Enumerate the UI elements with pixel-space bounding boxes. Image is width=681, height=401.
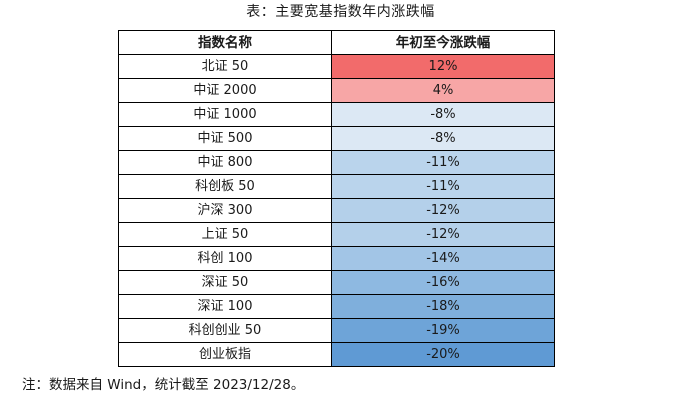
ytd-change-cell: -19% [331,318,555,343]
ytd-change-cell: 12% [331,54,555,79]
table-row: 沪深 300 -12% [118,198,555,223]
index-name-cell: 中证 2000 [118,78,332,103]
footnote: 注：数据来自 Wind，统计截至 2023/12/28。 [22,377,305,393]
index-name-cell: 中证 1000 [118,102,332,127]
header-index-name: 指数名称 [118,30,332,55]
ytd-change-cell: -14% [331,246,555,271]
ytd-change-cell: -8% [331,126,555,151]
index-name-cell: 中证 800 [118,150,332,175]
table-row: 深证 100 -18% [118,294,555,319]
table-row: 深证 50 -16% [118,270,555,295]
header-row: 指数名称 年初至今涨跌幅 [118,30,555,55]
ytd-change-cell: -11% [331,174,555,199]
table-row: 北证 50 12% [118,54,555,79]
table-row: 科创板 50 -11% [118,174,555,199]
index-name-cell: 科创 100 [118,246,332,271]
table-row: 中证 500 -8% [118,126,555,151]
table-row: 创业板指 -20% [118,342,555,367]
index-name-cell: 北证 50 [118,54,332,79]
index-name-cell: 中证 500 [118,126,332,151]
header-ytd-change: 年初至今涨跌幅 [331,30,555,55]
index-name-cell: 创业板指 [118,342,332,367]
ytd-change-cell: -16% [331,270,555,295]
table-row: 中证 1000 -8% [118,102,555,127]
ytd-change-cell: -11% [331,150,555,175]
ytd-change-cell: 4% [331,78,555,103]
ytd-change-cell: -20% [331,342,555,367]
ytd-change-cell: -18% [331,294,555,319]
index-name-cell: 科创创业 50 [118,318,332,343]
table-row: 科创创业 50 -19% [118,318,555,343]
index-name-cell: 深证 100 [118,294,332,319]
index-name-cell: 深证 50 [118,270,332,295]
table-row: 上证 50 -12% [118,222,555,247]
table-title: 表：主要宽基指数年内涨跌幅 [246,4,435,20]
index-name-cell: 沪深 300 [118,198,332,223]
index-name-cell: 上证 50 [118,222,332,247]
ytd-change-cell: -12% [331,222,555,247]
ytd-change-cell: -8% [331,102,555,127]
table-row: 科创 100 -14% [118,246,555,271]
index-name-cell: 科创板 50 [118,174,332,199]
ytd-change-cell: -12% [331,198,555,223]
table-row: 中证 800 -11% [118,150,555,175]
index-change-table: 指数名称 年初至今涨跌幅 北证 50 12% 中证 2000 4% 中证 1000 -8%… [118,30,555,367]
table-row: 中证 2000 4% [118,78,555,103]
